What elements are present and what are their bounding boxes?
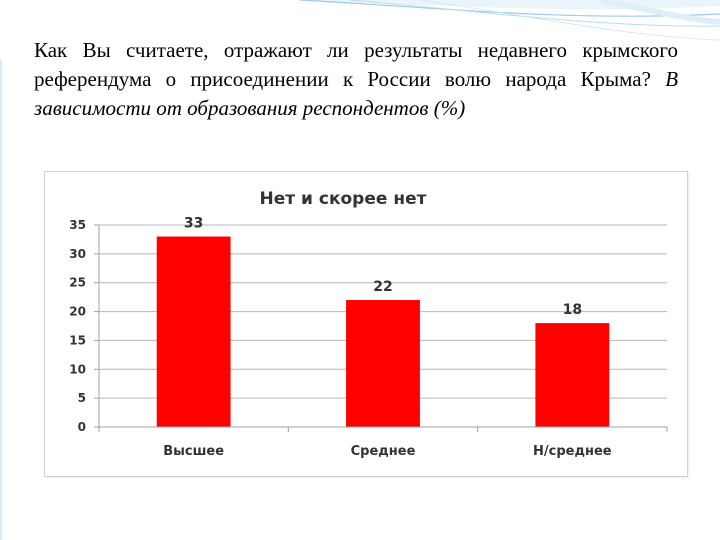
category-label: Н/среднее [533, 444, 612, 459]
slide-header-decoration [0, 0, 720, 41]
chart-canvas: Нет и скорее нет 0 5 10 15 20 25 30 35 33 22 18 В… [69, 189, 668, 459]
bar-2 [346, 300, 420, 427]
y-tick-label: 30 [69, 247, 86, 261]
data-label: 18 [563, 302, 582, 318]
y-tick-label: 0 [78, 420, 86, 434]
y-tick-label: 10 [69, 362, 86, 376]
x-axis: Высшее Среднее Н/среднее [98, 426, 668, 459]
bar-chart: Нет и скорее нет 0 5 10 15 20 25 30 35 33 22 18 В… [44, 171, 688, 477]
y-tick-label: 5 [78, 391, 86, 405]
data-label: 33 [184, 216, 203, 232]
bar-1 [156, 236, 231, 427]
category-label: Среднее [351, 444, 416, 459]
data-label: 22 [373, 279, 392, 295]
bar-3 [535, 323, 610, 427]
slide-qualifier: В зависимости от образования респонденто… [34, 67, 679, 120]
y-tick-label: 20 [69, 305, 86, 319]
category-label: Высшее [163, 444, 224, 459]
slide-question: Как Вы считаете, отражают ли результаты … [34, 38, 678, 91]
chart-bars: 33 22 18 [156, 216, 610, 427]
y-axis: 0 5 10 15 20 25 30 35 [69, 218, 100, 434]
chart-title: Нет и скорее нет [260, 189, 427, 209]
y-tick-label: 15 [69, 333, 86, 347]
y-tick-label: 35 [69, 218, 86, 232]
slide-heading: Как Вы считаете, отражают ли результаты … [34, 36, 678, 123]
y-tick-label: 25 [69, 276, 86, 290]
